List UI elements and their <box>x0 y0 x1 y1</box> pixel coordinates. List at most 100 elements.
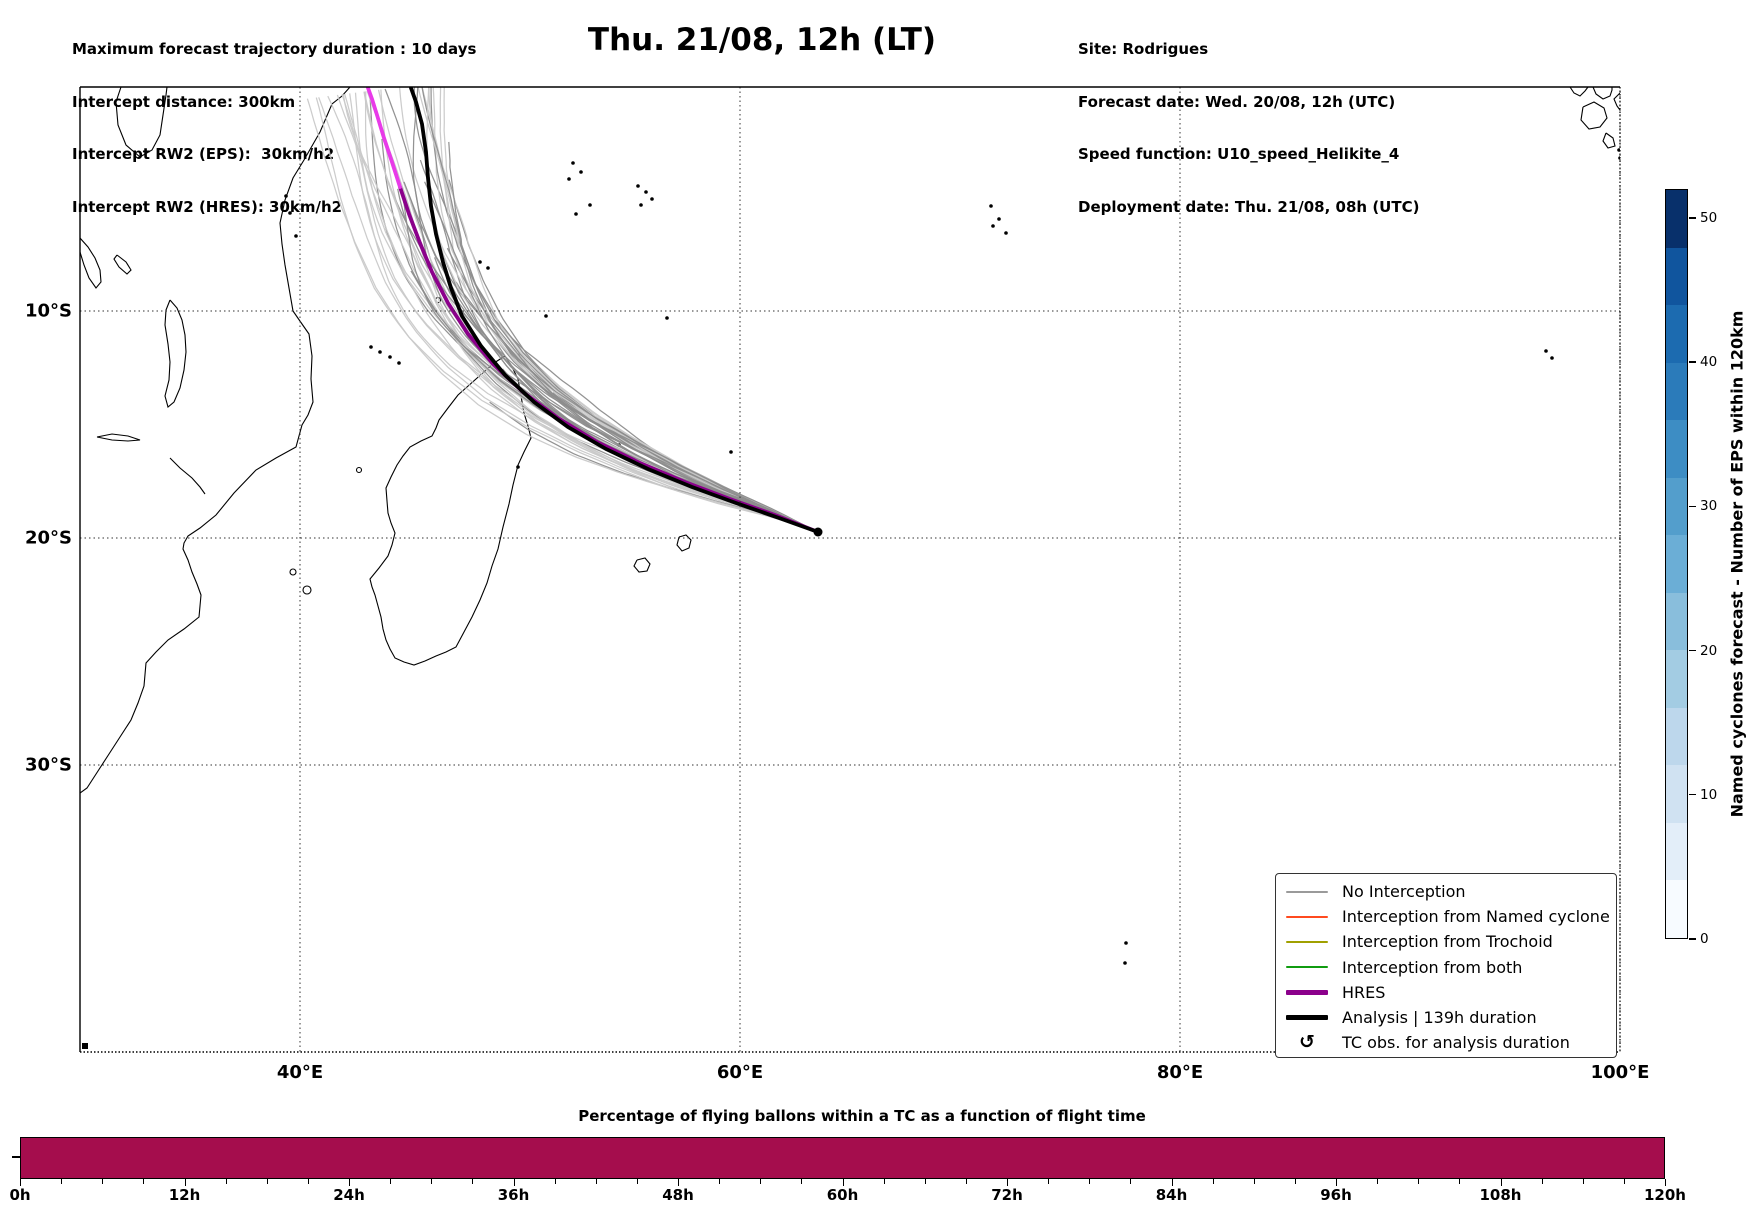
lake-victoria <box>115 87 168 158</box>
island-speck <box>369 345 373 349</box>
intercept-rw2-eps-line: Intercept RW2 (EPS): 30km/h2 <box>72 145 335 163</box>
y-axis-tick-label: 30°S <box>24 754 72 776</box>
balloon-chart-minor-tick <box>883 1179 885 1184</box>
balloon-chart-major-tick <box>678 1179 680 1186</box>
cahora-bassa-lake <box>96 433 141 442</box>
x-axis-tick-label: 40°E <box>276 1062 324 1083</box>
island-speck <box>571 161 575 165</box>
forecast-date-line: Forecast date: Wed. 20/08, 12h (UTC) <box>1078 92 1396 111</box>
island-speck <box>388 355 392 359</box>
balloon-chart-tick-label: 108h <box>1479 1186 1522 1204</box>
island-speck <box>478 260 482 264</box>
island-speck <box>650 197 654 201</box>
island-speck <box>516 465 520 469</box>
balloon-chart-minor-tick <box>1212 1179 1214 1184</box>
ensemble-trajectory <box>443 257 819 533</box>
legend-line-swatch <box>1286 966 1328 969</box>
island-speck <box>1617 148 1620 152</box>
legend-item-label: Interception from Named cyclone <box>1342 907 1610 927</box>
legend-line <box>1286 1014 1328 1021</box>
sumatra-islet-4 <box>1602 132 1616 149</box>
ensemble-trajectory <box>342 94 819 533</box>
mauritius-island <box>676 534 692 552</box>
balloon-chart-tick-label: 120h <box>1644 1186 1686 1204</box>
colorbar-tick-label: 10 <box>1700 786 1718 803</box>
balloon-chart-tick-label: 72h <box>991 1186 1023 1204</box>
balloon-chart-minor-tick <box>719 1179 721 1184</box>
balloon-chart-major-tick <box>1665 1179 1667 1186</box>
island-speck <box>644 190 648 194</box>
ensemble-trajectory <box>517 353 819 533</box>
colorbar-band <box>1666 765 1687 823</box>
ensemble-trajectory <box>455 281 819 533</box>
island-speck <box>636 184 640 188</box>
balloon-chart-tick-label: 12h <box>168 1186 201 1204</box>
lake-tanganyika <box>80 237 102 289</box>
balloon-chart-minor-tick <box>924 1179 926 1184</box>
island-speck <box>579 170 583 174</box>
balloon-chart-major-tick <box>842 1179 844 1186</box>
legend-item: Interception from Named cyclone <box>1276 904 1616 929</box>
balloon-chart-minor-tick <box>1253 1179 1255 1184</box>
balloon-chart-minor-tick <box>225 1179 227 1184</box>
balloon-chart-minor-tick <box>1130 1179 1132 1184</box>
balloon-chart-minor-tick <box>431 1179 433 1184</box>
island-speck <box>1124 941 1128 945</box>
x-axis-tick-label: 60°E <box>716 1062 764 1083</box>
island-speck <box>397 361 401 365</box>
colorbar-band <box>1666 707 1687 766</box>
legend-line <box>1286 966 1328 969</box>
colorbar-band <box>1666 477 1687 536</box>
island-speck <box>1004 231 1008 235</box>
legend-line-swatch <box>1286 989 1328 995</box>
legend-item: No Interception <box>1276 879 1616 904</box>
colorbar-tick-mark <box>1689 361 1696 363</box>
speed-function-line: Speed function: U10_speed_Helikite_4 <box>1078 145 1400 163</box>
map-legend: No Interception Interception from Named c… <box>1275 873 1617 1058</box>
balloon-chart-bar <box>20 1137 1665 1179</box>
balloon-chart-minor-tick <box>801 1179 803 1184</box>
island-speck <box>588 203 592 207</box>
sumatra-islet-2 <box>1592 87 1613 100</box>
balloon-chart-minor-tick <box>307 1179 309 1184</box>
x-axis-tick-label: 80°E <box>1156 1062 1204 1083</box>
legend-item-label: Interception from Trochoid <box>1342 932 1553 952</box>
colorbar-tick-mark <box>1689 217 1696 219</box>
legend-line <box>1286 940 1328 943</box>
deployment-start-point <box>813 527 823 537</box>
intercept-rw2-hres-line: Intercept RW2 (HRES): 30km/h2 <box>72 197 343 216</box>
ensemble-trajectory <box>448 141 819 533</box>
balloon-chart-tick-label: 84h <box>1155 1186 1188 1204</box>
legend-line-swatch <box>1286 915 1328 918</box>
ensemble-trajectory <box>467 349 819 533</box>
balloon-chart-tick-label: 36h <box>497 1186 530 1204</box>
legend-line <box>1286 989 1328 995</box>
colorbar-tick-label: 20 <box>1700 642 1718 659</box>
balloon-chart-minor-tick <box>1294 1179 1296 1184</box>
legend-item-label: HRES <box>1342 982 1386 1002</box>
colorbar-band <box>1666 362 1687 421</box>
colorbar-band <box>1666 822 1687 881</box>
island-speck <box>997 217 1001 221</box>
ensemble-trajectory <box>315 97 819 533</box>
colorbar-tick-label: 40 <box>1700 354 1718 371</box>
ensemble-trajectory <box>349 93 819 533</box>
balloon-chart-major-tick <box>349 1179 351 1186</box>
balloon-chart-major-tick <box>20 1179 22 1186</box>
balloon-chart-minor-tick <box>143 1179 145 1184</box>
island-speck <box>288 211 292 215</box>
balloon-chart-minor-tick <box>1089 1179 1091 1184</box>
island-speck <box>1550 356 1554 360</box>
forecast-parameters-block: Maximum forecast trajectory duration : 1… <box>72 6 476 251</box>
ensemble-trajectory <box>469 316 819 533</box>
africa-coastline <box>80 87 351 794</box>
colorbar-tick-mark <box>1689 794 1696 796</box>
colorbar <box>1665 189 1688 939</box>
colorbar-tick-label: 50 <box>1700 209 1718 226</box>
colorbar-band <box>1666 190 1687 248</box>
balloon-chart-minor-tick <box>102 1179 104 1184</box>
legend-item: HRES <box>1276 980 1616 1005</box>
island-speck <box>639 203 643 207</box>
